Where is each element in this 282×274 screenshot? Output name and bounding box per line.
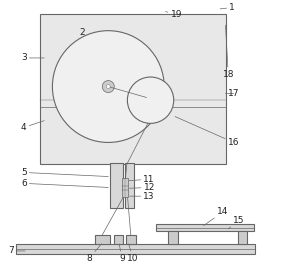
Circle shape [102,81,114,93]
Text: 19: 19 [166,10,182,19]
Bar [238,231,247,244]
Text: 1: 1 [220,3,235,12]
Circle shape [52,31,164,142]
Text: 15: 15 [228,216,245,229]
Text: 13: 13 [129,192,155,201]
Bar [125,163,134,208]
Text: 7: 7 [9,246,25,255]
Text: 8: 8 [86,244,102,263]
Text: 18: 18 [222,25,234,79]
Text: 5: 5 [21,168,108,177]
Bar [156,224,254,231]
Bar [16,244,255,254]
Bar [110,163,123,208]
Text: 10: 10 [127,244,138,263]
Text: 12: 12 [129,183,155,192]
Text: 4: 4 [21,121,44,132]
Bar [40,14,226,164]
Text: 9: 9 [119,244,125,263]
Circle shape [106,85,110,89]
Bar [126,235,136,244]
Bar [168,231,178,244]
Bar [95,235,110,244]
Text: 16: 16 [175,116,239,147]
Circle shape [127,77,174,123]
Bar [122,178,129,197]
Text: 6: 6 [21,179,108,188]
Text: 17: 17 [226,89,239,98]
Text: 2: 2 [80,28,89,39]
Bar [114,235,123,244]
Text: 3: 3 [21,53,44,62]
Text: 11: 11 [129,175,155,184]
Text: 14: 14 [204,207,228,226]
